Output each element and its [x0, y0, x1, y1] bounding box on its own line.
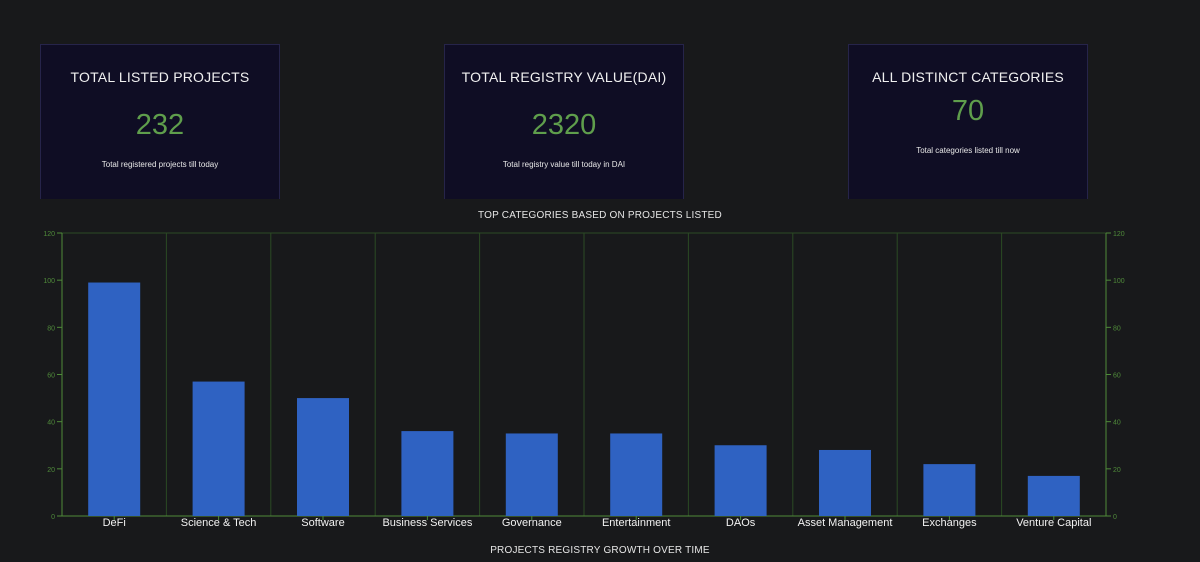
x-tick-label: DAOs: [726, 517, 756, 529]
x-tick-label: Asset Management: [798, 517, 893, 529]
stat-card-categories: ALL DISTINCT CATEGORIES 70 Total categor…: [848, 44, 1088, 199]
stat-card-title: TOTAL REGISTRY VALUE(DAI): [461, 69, 667, 85]
bar-chart: 0 0 20 20 40 40 60 60 80 80 100 100 120 120 DeFi Scienc…: [43, 231, 1125, 529]
x-tick-label: Entertainment: [602, 517, 670, 529]
bar: [714, 445, 767, 516]
x-tick-label: Business Services: [382, 517, 472, 529]
bar: [505, 433, 558, 516]
stat-card-value: 232: [135, 109, 185, 141]
x-tick-label: Software: [301, 517, 344, 529]
bar: [1027, 475, 1080, 516]
bar: [819, 449, 871, 516]
y-tick-label-right: 40: [1113, 420, 1121, 427]
y-tick-label-right: 20: [1113, 467, 1121, 474]
y-tick-label-right: 60: [1113, 373, 1121, 380]
stat-card-total-projects: TOTAL LISTED PROJECTS 232 Total register…: [40, 44, 280, 199]
bar: [923, 464, 976, 516]
stat-card-title: TOTAL LISTED PROJECTS: [70, 69, 250, 85]
stat-card-value: 2320: [531, 109, 597, 141]
x-tick-label: Exchanges: [922, 517, 977, 529]
x-tick-label: Governance: [502, 517, 562, 529]
stat-card-description: Total registered projects till today: [101, 160, 219, 169]
y-tick-label-right: 80: [1113, 325, 1121, 332]
bar: [297, 398, 349, 516]
stat-card-registry-value: TOTAL REGISTRY VALUE(DAI) 2320 Total reg…: [444, 44, 684, 199]
chart-title: TOP CATEGORIES BASED ON PROJECTS LISTED: [478, 210, 722, 221]
x-tick-label: DeFi: [103, 517, 126, 529]
x-tick-label: Venture Capital: [1016, 517, 1091, 529]
bar: [610, 433, 663, 516]
y-tick-label-right: 120: [1113, 231, 1125, 238]
stat-card-value: 70: [951, 95, 985, 127]
y-tick-label-left: 20: [47, 467, 55, 474]
x-tick-label: Science & Tech: [181, 517, 257, 529]
y-tick-label-left: 80: [47, 325, 55, 332]
y-tick-label-left: 60: [47, 373, 55, 380]
bar: [192, 381, 245, 516]
stat-card-description: Total registry value till today in DAI: [502, 160, 626, 169]
y-tick-label-left: 120: [43, 231, 55, 238]
y-tick-label-left: 40: [47, 420, 55, 427]
growth-section-title: PROJECTS REGISTRY GROWTH OVER TIME: [490, 545, 710, 556]
y-tick-label-right: 0: [1113, 514, 1117, 521]
bar: [88, 282, 141, 516]
stat-card-title: ALL DISTINCT CATEGORIES: [872, 69, 1064, 85]
y-tick-label-left: 0: [51, 514, 55, 521]
y-tick-label-left: 100: [43, 278, 55, 285]
bar: [401, 431, 454, 516]
y-tick-label-right: 100: [1113, 278, 1125, 285]
stat-card-description: Total categories listed till now: [916, 146, 1020, 155]
